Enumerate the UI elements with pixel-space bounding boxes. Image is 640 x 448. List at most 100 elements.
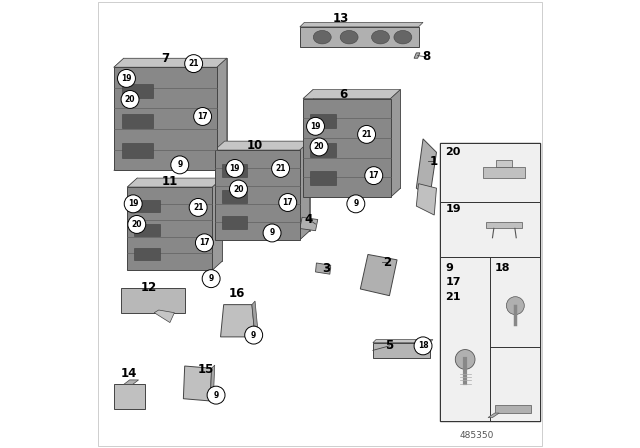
Text: 9: 9 bbox=[269, 228, 275, 237]
Polygon shape bbox=[124, 58, 227, 161]
Polygon shape bbox=[215, 150, 300, 240]
Text: 6: 6 bbox=[340, 87, 348, 101]
Polygon shape bbox=[417, 139, 436, 197]
Text: 21: 21 bbox=[188, 59, 199, 68]
Bar bbox=[221, 164, 247, 177]
Circle shape bbox=[455, 349, 475, 369]
Text: 9: 9 bbox=[177, 160, 182, 169]
Circle shape bbox=[414, 337, 432, 355]
Text: 20: 20 bbox=[131, 220, 142, 229]
Text: 2: 2 bbox=[383, 255, 391, 269]
Polygon shape bbox=[215, 141, 310, 150]
Polygon shape bbox=[483, 167, 525, 178]
Circle shape bbox=[124, 195, 142, 213]
Text: 14: 14 bbox=[120, 366, 137, 380]
Polygon shape bbox=[127, 187, 212, 270]
Polygon shape bbox=[300, 22, 423, 27]
Circle shape bbox=[185, 55, 203, 73]
Polygon shape bbox=[121, 288, 185, 313]
Ellipse shape bbox=[314, 30, 332, 44]
Circle shape bbox=[279, 194, 297, 211]
Polygon shape bbox=[373, 343, 430, 358]
Text: 7: 7 bbox=[161, 52, 170, 65]
Circle shape bbox=[358, 125, 376, 143]
Polygon shape bbox=[316, 263, 331, 274]
Polygon shape bbox=[496, 160, 512, 167]
Polygon shape bbox=[300, 141, 310, 240]
Polygon shape bbox=[184, 366, 212, 401]
Text: 18: 18 bbox=[495, 263, 510, 273]
Text: 10: 10 bbox=[247, 139, 263, 152]
Polygon shape bbox=[217, 58, 227, 170]
Polygon shape bbox=[300, 217, 317, 231]
Circle shape bbox=[121, 90, 139, 108]
Circle shape bbox=[118, 69, 136, 87]
Polygon shape bbox=[313, 90, 401, 188]
Text: 9: 9 bbox=[353, 199, 358, 208]
Circle shape bbox=[189, 198, 207, 216]
Circle shape bbox=[365, 167, 383, 185]
Text: 19: 19 bbox=[445, 204, 461, 215]
Text: 17: 17 bbox=[197, 112, 208, 121]
Text: 17: 17 bbox=[282, 198, 293, 207]
Bar bbox=[310, 143, 337, 157]
Bar bbox=[134, 248, 160, 260]
Circle shape bbox=[271, 159, 289, 177]
Circle shape bbox=[171, 156, 189, 174]
Polygon shape bbox=[414, 53, 420, 58]
Text: 12: 12 bbox=[141, 281, 157, 294]
Polygon shape bbox=[390, 90, 401, 197]
Polygon shape bbox=[124, 380, 139, 384]
Polygon shape bbox=[495, 405, 531, 413]
Polygon shape bbox=[154, 310, 174, 323]
Text: 19: 19 bbox=[230, 164, 240, 173]
Bar bbox=[122, 114, 153, 128]
Text: 9: 9 bbox=[213, 391, 219, 400]
Circle shape bbox=[244, 326, 262, 344]
Polygon shape bbox=[225, 141, 310, 231]
Circle shape bbox=[207, 386, 225, 404]
Circle shape bbox=[226, 159, 244, 177]
Bar bbox=[440, 143, 540, 202]
Polygon shape bbox=[114, 67, 217, 170]
Text: 20: 20 bbox=[445, 147, 461, 157]
Polygon shape bbox=[488, 413, 499, 418]
Text: 18: 18 bbox=[418, 341, 428, 350]
Text: 21: 21 bbox=[193, 203, 204, 212]
Text: 21: 21 bbox=[362, 130, 372, 139]
Polygon shape bbox=[210, 365, 215, 401]
Circle shape bbox=[310, 138, 328, 156]
Text: 19: 19 bbox=[310, 122, 321, 131]
Bar bbox=[440, 257, 540, 421]
Polygon shape bbox=[486, 222, 522, 228]
Text: 19: 19 bbox=[121, 74, 132, 83]
Text: 3: 3 bbox=[322, 262, 330, 276]
Circle shape bbox=[506, 297, 524, 314]
Circle shape bbox=[263, 224, 281, 242]
Circle shape bbox=[202, 270, 220, 288]
Text: 20: 20 bbox=[233, 185, 244, 194]
Polygon shape bbox=[221, 305, 255, 337]
Polygon shape bbox=[360, 254, 397, 296]
Bar bbox=[310, 114, 337, 128]
Polygon shape bbox=[303, 99, 390, 197]
Ellipse shape bbox=[394, 30, 412, 44]
Polygon shape bbox=[137, 178, 222, 261]
Text: 17: 17 bbox=[369, 171, 379, 180]
Bar bbox=[122, 84, 153, 98]
Text: 1: 1 bbox=[430, 155, 438, 168]
Text: 8: 8 bbox=[422, 50, 430, 64]
Text: 9: 9 bbox=[251, 331, 257, 340]
Polygon shape bbox=[373, 340, 433, 343]
Bar bbox=[440, 202, 540, 257]
Circle shape bbox=[307, 117, 324, 135]
Circle shape bbox=[347, 195, 365, 213]
Bar bbox=[122, 143, 153, 158]
Text: 16: 16 bbox=[229, 287, 245, 300]
Circle shape bbox=[194, 108, 212, 125]
Text: 17: 17 bbox=[199, 238, 210, 247]
Polygon shape bbox=[303, 90, 401, 99]
Bar bbox=[221, 216, 247, 229]
Circle shape bbox=[195, 234, 213, 252]
Ellipse shape bbox=[340, 30, 358, 44]
